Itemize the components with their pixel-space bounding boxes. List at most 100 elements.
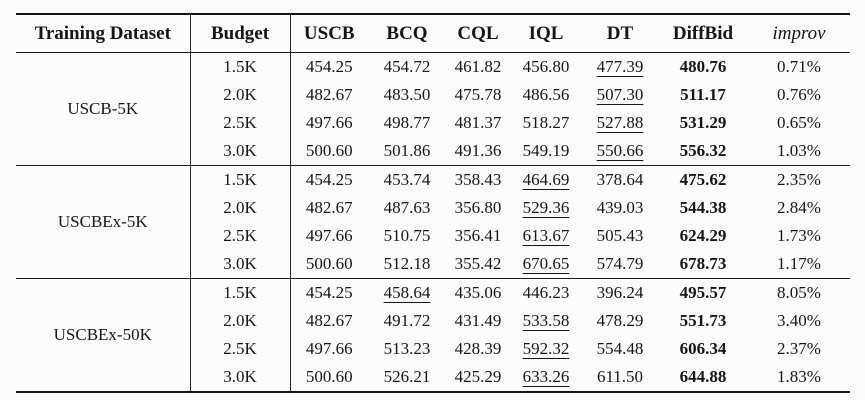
col-header-uscb: USCB [303, 22, 355, 44]
budget-cell: 2.0K [190, 81, 291, 109]
value-cell: 477.39 [596, 57, 644, 76]
col-header-training-dataset: Training Dataset [16, 14, 191, 53]
value-cell: 3.40% [777, 311, 821, 330]
value-cell: 511.17 [680, 85, 726, 104]
budget-cell: 3.0K [190, 250, 291, 279]
value-cell: 549.19 [522, 141, 570, 160]
value-cell: 356.41 [454, 226, 502, 245]
col-header-budget: Budget [190, 14, 291, 53]
table-row: USCB-5K 1.5K 454.25 454.72 461.82 456.80 477.3… [16, 52, 850, 166]
value-cell: 456.80 [522, 57, 570, 76]
table-body: USCB-5K 1.5K 454.25 454.72 461.82 456.80 477.3… [16, 52, 850, 392]
value-cell: 500.60 [305, 367, 353, 386]
budget-cell: 2.5K [190, 335, 291, 363]
value-cell: 482.67 [305, 311, 353, 330]
budget-cell: 2.5K [190, 109, 291, 137]
table-row: 2.5K 497.66 513.23 428.39 592.32 554.48 606.34… [16, 335, 850, 363]
value-cell: 544.38 [679, 198, 727, 217]
value-cell: 356.80 [454, 198, 502, 217]
value-cell: 0.76% [777, 85, 821, 104]
results-table: Training Dataset Budget USCB BCQ CQL IQL… [16, 13, 850, 393]
budget-cell: 3.0K [190, 137, 291, 166]
value-cell: 1.73% [777, 226, 821, 245]
value-cell: 507.30 [596, 85, 644, 104]
budget-cell: 2.0K [190, 307, 291, 335]
value-cell: 613.67 [522, 226, 570, 245]
value-cell: 482.67 [305, 198, 353, 217]
value-cell: 487.63 [383, 198, 431, 217]
value-cell: 633.26 [522, 367, 570, 386]
value-cell: 2.37% [777, 339, 821, 358]
value-cell: 554.48 [596, 339, 644, 358]
value-cell: 431.49 [454, 311, 502, 330]
value-cell: 0.65% [777, 113, 821, 132]
value-cell: 355.42 [454, 254, 502, 273]
value-cell: 531.29 [679, 113, 727, 132]
value-cell: 497.66 [305, 113, 353, 132]
header-row: Training Dataset Budget USCB BCQ CQL IQL… [16, 14, 850, 53]
budget-cell: 1.5K [190, 52, 291, 81]
value-cell: 491.72 [383, 311, 431, 330]
value-cell: 495.57 [658, 278, 748, 307]
value-cell: 454.25 [290, 278, 368, 307]
value-cell: 486.56 [522, 85, 570, 104]
value-cell: 1.03% [777, 141, 821, 160]
value-cell: 551.73 [679, 311, 727, 330]
table-row: 3.0K 500.60 501.86 491.36 549.19 550.66 556.32… [16, 137, 850, 166]
value-cell: 454.25 [290, 165, 368, 194]
value-cell: 497.66 [305, 339, 353, 358]
col-header-improv: improv [772, 22, 826, 44]
dataset-name: USCBEx-50K [16, 278, 191, 392]
value-cell: 396.24 [582, 278, 658, 307]
value-cell: 428.39 [454, 339, 502, 358]
value-cell: 358.43 [446, 165, 510, 194]
table-row: 2.0K 482.67 483.50 475.78 486.56 507.30 511.17… [16, 81, 850, 109]
value-cell: 425.29 [454, 367, 502, 386]
value-cell: 644.88 [679, 367, 727, 386]
col-header-cql: CQL [457, 22, 499, 44]
budget-cell: 1.5K [190, 278, 291, 307]
value-cell: 454.25 [305, 57, 353, 76]
value-cell: 483.50 [383, 85, 431, 104]
table-row: 2.0K 482.67 487.63 356.80 529.36 439.03 544.38… [16, 194, 850, 222]
value-cell: 501.86 [383, 141, 431, 160]
value-cell: 670.65 [522, 254, 570, 273]
value-cell: 505.43 [596, 226, 644, 245]
value-cell: 550.66 [596, 141, 644, 160]
col-header-iql: IQL [528, 22, 564, 44]
value-cell: 592.32 [522, 339, 570, 358]
value-cell: 1.17% [777, 254, 821, 273]
value-cell: 606.34 [679, 339, 727, 358]
dataset-name: USCB-5K [16, 52, 191, 166]
value-cell: 482.67 [305, 85, 353, 104]
value-cell: 2.35% [748, 165, 850, 194]
value-cell: 453.74 [368, 165, 446, 194]
value-cell: 8.05% [748, 278, 850, 307]
value-cell: 475.62 [658, 165, 748, 194]
value-cell: 481.37 [454, 113, 502, 132]
value-cell: 435.06 [446, 278, 510, 307]
budget-cell: 1.5K [190, 165, 291, 194]
value-cell: 498.77 [383, 113, 431, 132]
budget-cell: 2.0K [190, 194, 291, 222]
table-row: 3.0K 500.60 512.18 355.42 670.65 574.79 678.73… [16, 250, 850, 279]
value-cell: 510.75 [383, 226, 431, 245]
value-cell: 478.29 [596, 311, 644, 330]
value-cell: 497.66 [305, 226, 353, 245]
value-cell: 454.72 [383, 57, 431, 76]
value-cell: 1.83% [777, 367, 821, 386]
value-cell: 480.76 [679, 57, 727, 76]
col-header-bcq: BCQ [386, 22, 428, 44]
value-cell: 464.69 [510, 165, 582, 194]
value-cell: 0.71% [777, 57, 821, 76]
results-table-container: Training Dataset Budget USCB BCQ CQL IQL… [16, 13, 850, 393]
value-cell: 624.29 [679, 226, 727, 245]
value-cell: 512.18 [383, 254, 431, 273]
value-cell: 611.50 [596, 367, 644, 386]
value-cell: 458.64 [368, 278, 446, 307]
value-cell: 513.23 [383, 339, 431, 358]
value-cell: 526.21 [383, 367, 431, 386]
value-cell: 527.88 [596, 113, 644, 132]
table-row: 3.0K 500.60 526.21 425.29 633.26 611.50 644.88… [16, 363, 850, 392]
value-cell: 678.73 [679, 254, 727, 273]
